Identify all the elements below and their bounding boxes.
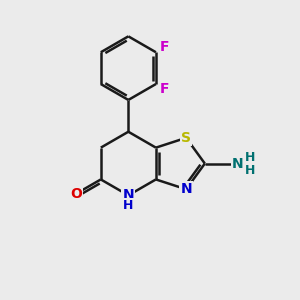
Text: H: H xyxy=(123,199,134,212)
Text: N: N xyxy=(180,182,192,196)
Text: O: O xyxy=(70,187,82,201)
Text: S: S xyxy=(181,131,191,145)
Text: H: H xyxy=(244,164,255,176)
Text: F: F xyxy=(160,40,170,54)
Text: F: F xyxy=(160,82,170,96)
Text: N: N xyxy=(232,157,244,170)
Text: H: H xyxy=(244,151,255,164)
Text: N: N xyxy=(122,188,134,202)
